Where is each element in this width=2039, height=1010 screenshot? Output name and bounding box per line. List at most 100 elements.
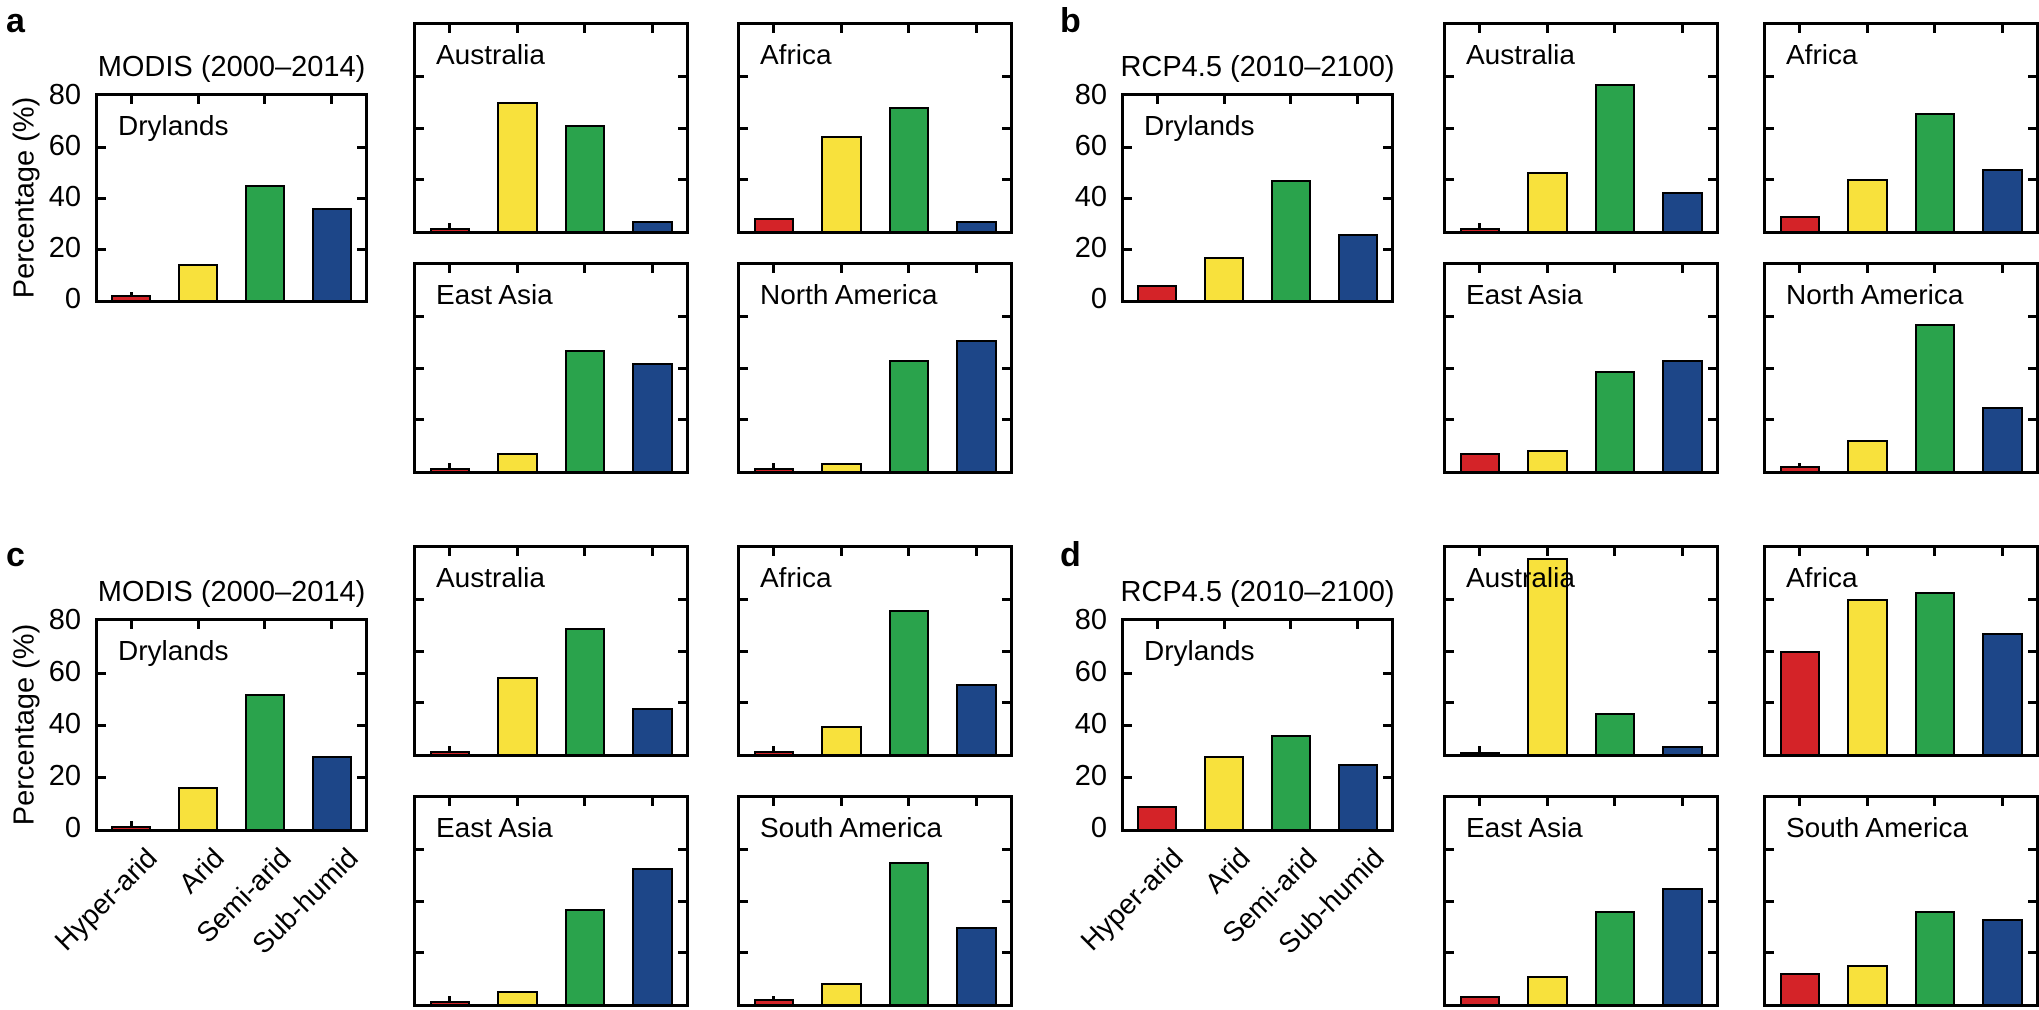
x-tick	[129, 821, 133, 829]
chart-region-label: Drylands	[118, 110, 229, 141]
chart-title-b: RCP4.5 (2010–2100)	[1120, 51, 1395, 83]
y-tick	[1446, 598, 1454, 601]
chart-d-south-america: South America	[1763, 795, 2039, 1007]
y-tick	[1708, 178, 1716, 181]
bar-semi-arid	[244, 185, 285, 300]
y-tick	[1124, 145, 1132, 149]
x-tick	[907, 265, 911, 273]
y-tick	[740, 315, 748, 318]
y-tick	[1446, 315, 1454, 318]
chart-d-australia: Australia	[1443, 545, 1719, 757]
bar-hyper-arid	[1459, 752, 1500, 754]
y-tick	[416, 418, 424, 421]
y-tick	[1766, 598, 1774, 601]
bar-sub-humid	[311, 208, 352, 300]
x-tick	[1680, 548, 1684, 556]
chart-region-label: Africa	[1786, 39, 1858, 70]
x-tick	[1613, 25, 1617, 33]
x-tick	[583, 25, 587, 33]
x-tick	[448, 463, 452, 471]
bar-arid	[1847, 440, 1888, 471]
chart-region-label: East Asia	[1466, 812, 1583, 843]
y-tick-label: 40	[48, 181, 81, 213]
y-tick	[1446, 418, 1454, 421]
x-tick	[1478, 548, 1482, 556]
chart-a-australia: Australia	[413, 22, 689, 234]
chart-region-label: Australia	[436, 39, 545, 70]
y-tick	[740, 126, 748, 130]
y-tick-label: 40	[1074, 181, 1107, 213]
x-tick	[2000, 548, 2004, 556]
y-tick	[740, 701, 748, 704]
x-tick	[974, 548, 978, 556]
y-tick	[416, 951, 424, 954]
x-tick	[650, 548, 654, 556]
bar-sub-humid	[956, 221, 997, 231]
chart-d-drylands: Drylands	[1121, 618, 1394, 832]
y-tick-label: 40	[1074, 708, 1107, 740]
bar-arid	[497, 102, 538, 231]
y-tick	[1002, 848, 1010, 851]
y-tick	[1766, 418, 1774, 421]
y-tick	[2028, 315, 2036, 318]
y-tick	[678, 951, 686, 954]
y-tick-label: 0	[64, 283, 81, 315]
y-tick	[357, 775, 365, 779]
x-tick	[448, 265, 452, 273]
bar-semi-arid	[1914, 324, 1955, 471]
bar-sub-humid	[632, 868, 673, 1004]
bar-hyper-arid	[753, 218, 794, 231]
bar-sub-humid	[1982, 633, 2023, 754]
x-tick	[330, 621, 334, 629]
y-tick	[1708, 951, 1716, 954]
bar-semi-arid	[244, 694, 285, 829]
x-tick	[1613, 548, 1617, 556]
y-tick	[678, 899, 686, 903]
x-tick	[2000, 265, 2004, 273]
x-tick	[1933, 548, 1937, 556]
y-tick	[1766, 951, 1774, 954]
bar-arid	[1527, 976, 1568, 1004]
bar-arid	[1204, 257, 1245, 300]
y-tick	[1446, 366, 1454, 370]
y-tick-label: 20	[48, 232, 81, 264]
x-tick	[1289, 621, 1293, 629]
chart-a-east-asia: East Asia	[413, 262, 689, 474]
y-tick	[1766, 366, 1774, 370]
bar-arid	[178, 264, 219, 300]
y-tick	[1766, 315, 1774, 318]
y-tick	[678, 366, 686, 370]
bar-sub-humid	[1337, 234, 1378, 300]
bar-hyper-arid	[1459, 453, 1500, 471]
y-tick	[678, 701, 686, 704]
y-tick	[1446, 701, 1454, 704]
bar-sub-humid	[632, 221, 673, 231]
bar-sub-humid	[1982, 407, 2023, 471]
bar-hyper-arid	[429, 1001, 470, 1004]
bar-hyper-arid	[1459, 228, 1500, 231]
x-tick	[583, 798, 587, 806]
bar-arid	[1204, 756, 1245, 829]
y-tick	[2028, 366, 2036, 370]
chart-region-label: North America	[760, 279, 938, 310]
chart-region-label: Drylands	[118, 635, 229, 666]
bar-hyper-arid	[1459, 996, 1500, 1004]
x-tick	[1865, 265, 1869, 273]
bar-semi-arid	[564, 628, 605, 754]
y-tick	[2028, 649, 2036, 653]
y-tick	[357, 671, 365, 675]
y-tick	[1766, 649, 1774, 653]
x-tick	[263, 621, 267, 629]
x-tick	[1613, 265, 1617, 273]
bar-arid	[1847, 965, 1888, 1004]
x-tick	[1478, 223, 1482, 231]
bar-semi-arid	[1914, 911, 1955, 1004]
y-tick	[1124, 247, 1132, 251]
bar-arid	[1527, 450, 1568, 471]
y-tick	[1446, 951, 1454, 954]
x-tick	[448, 798, 452, 806]
y-tick	[740, 848, 748, 851]
y-tick	[1708, 75, 1716, 78]
chart-region-label: Drylands	[1144, 110, 1255, 141]
x-tick	[196, 96, 200, 104]
